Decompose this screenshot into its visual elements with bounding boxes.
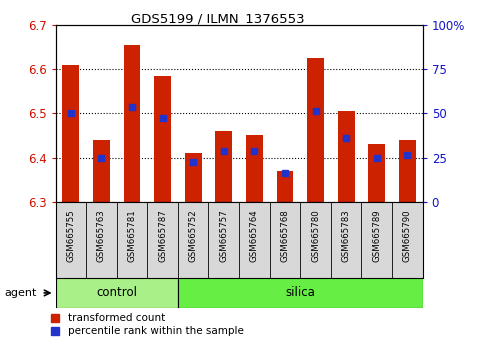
Bar: [185, 153, 201, 202]
Bar: [246, 135, 263, 202]
Text: GSM665780: GSM665780: [311, 210, 320, 262]
Bar: [277, 171, 293, 202]
Text: GDS5199 / ILMN_1376553: GDS5199 / ILMN_1376553: [130, 12, 304, 25]
Text: GSM665790: GSM665790: [403, 210, 412, 262]
Text: silica: silica: [285, 286, 315, 299]
Text: GSM665783: GSM665783: [341, 210, 351, 262]
Text: GSM665789: GSM665789: [372, 210, 381, 262]
Text: GSM665781: GSM665781: [128, 210, 137, 262]
Text: GSM665755: GSM665755: [66, 210, 75, 262]
Text: control: control: [96, 286, 137, 299]
Bar: [124, 45, 141, 202]
Legend: transformed count, percentile rank within the sample: transformed count, percentile rank withi…: [51, 313, 243, 336]
Text: GSM665787: GSM665787: [158, 210, 167, 262]
Text: agent: agent: [5, 288, 37, 298]
Bar: [215, 131, 232, 202]
Bar: [178, 278, 423, 308]
Text: GSM665764: GSM665764: [250, 210, 259, 262]
Text: GSM665757: GSM665757: [219, 210, 228, 262]
Text: GSM665752: GSM665752: [189, 210, 198, 262]
Bar: [154, 76, 171, 202]
Bar: [369, 144, 385, 202]
Bar: [93, 140, 110, 202]
Bar: [399, 140, 416, 202]
Text: GSM665763: GSM665763: [97, 210, 106, 262]
Bar: [338, 111, 355, 202]
Bar: [56, 278, 178, 308]
Bar: [307, 58, 324, 202]
Bar: [62, 64, 79, 202]
Text: GSM665768: GSM665768: [281, 210, 289, 262]
